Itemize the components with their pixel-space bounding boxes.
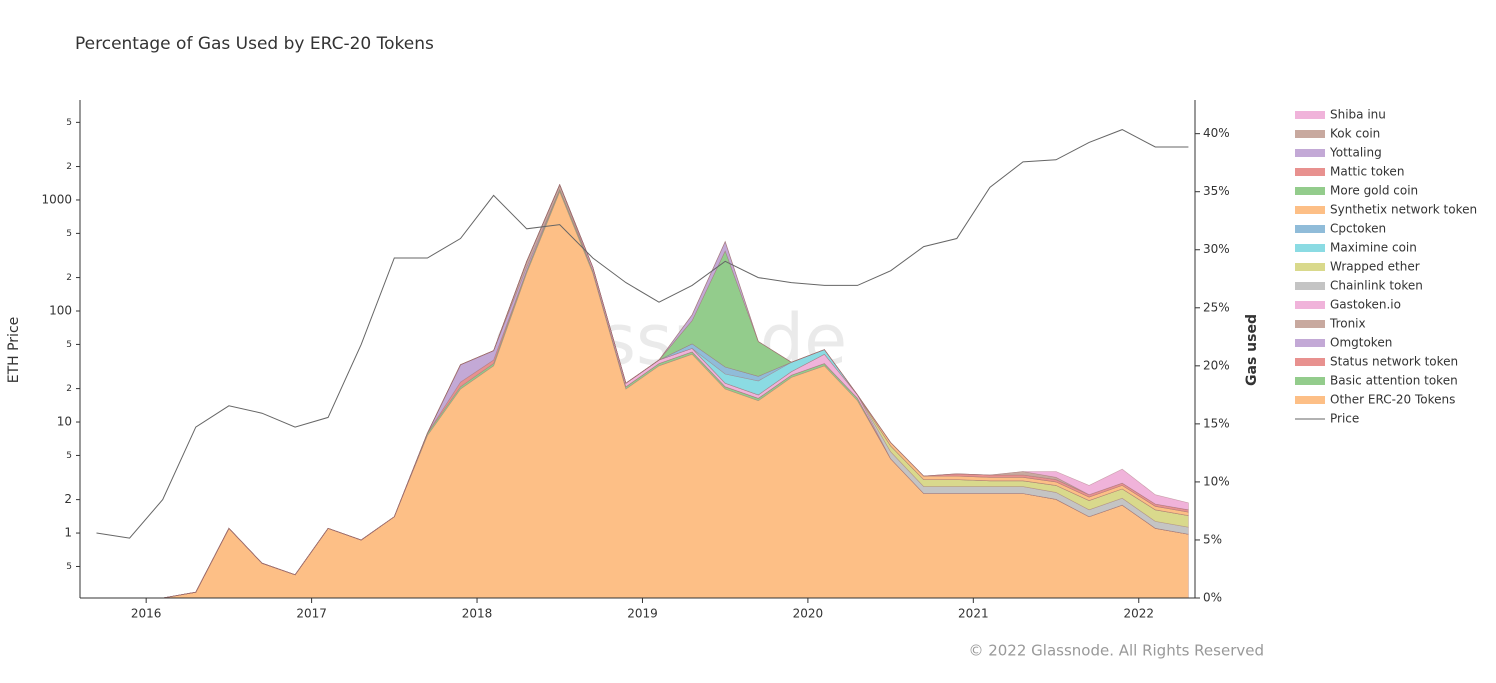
- legend-label: Cpctoken: [1330, 222, 1386, 236]
- legend-label: Status network token: [1330, 355, 1458, 369]
- chart-title: Percentage of Gas Used by ERC-20 Tokens: [75, 34, 434, 54]
- y2-axis-title: Gas used: [1244, 314, 1260, 386]
- y-tick-label: 2: [66, 384, 72, 394]
- legend-swatch: [1295, 282, 1325, 290]
- y-tick-label: 5: [66, 340, 72, 350]
- legend-swatch: [1295, 187, 1325, 195]
- area: [96, 190, 1189, 599]
- y-tick-label: 10: [57, 415, 72, 429]
- legend-swatch: [1295, 244, 1325, 252]
- legend-label: Omgtoken: [1330, 336, 1392, 350]
- legend-swatch: [1295, 301, 1325, 309]
- price-line: [96, 129, 1189, 539]
- legend-label: Basic attention token: [1330, 374, 1458, 388]
- y2-tick-label: 35%: [1203, 184, 1230, 198]
- legend-swatch: [1295, 111, 1325, 119]
- x-tick-label: 2017: [296, 607, 327, 621]
- legend-swatch: [1295, 149, 1325, 157]
- legend-label: Kok coin: [1330, 127, 1380, 141]
- y2-tick-label: 20%: [1203, 358, 1230, 372]
- y-tick-label: 2: [64, 492, 72, 506]
- x-tick-label: 2022: [1123, 607, 1154, 621]
- legend-swatch: [1295, 168, 1325, 176]
- legend-swatch: [1295, 320, 1325, 328]
- y2-tick-label: 40%: [1203, 126, 1230, 140]
- legend-label: Wrapped ether: [1330, 260, 1420, 274]
- area: [96, 183, 1189, 599]
- legend-label: Synthetix network token: [1330, 203, 1477, 217]
- y2-tick-label: 30%: [1203, 242, 1230, 256]
- y2-tick-label: 0%: [1203, 591, 1222, 605]
- legend-label: Tronix: [1329, 317, 1366, 331]
- y-tick-label: 100: [49, 303, 72, 317]
- footer: © 2022 Glassnode. All Rights Reserved: [968, 642, 1264, 660]
- y-tick-label: 2: [66, 162, 72, 172]
- y-tick-label: 1000: [41, 192, 72, 206]
- legend-swatch: [1295, 263, 1325, 271]
- x-tick-label: 2021: [958, 607, 989, 621]
- legend-label: Other ERC-20 Tokens: [1330, 393, 1455, 407]
- legend-label: Yottaling: [1329, 146, 1382, 160]
- y-tick-label: 1: [64, 526, 72, 540]
- x-tick-label: 2018: [462, 607, 493, 621]
- x-tick-label: 2019: [627, 607, 658, 621]
- legend-label: Shiba inu: [1330, 108, 1386, 122]
- legend-swatch: [1295, 225, 1325, 233]
- y-tick-label: 5: [66, 118, 72, 128]
- y-tick-label: 5: [66, 562, 72, 572]
- legend-swatch: [1295, 358, 1325, 366]
- legend-label: Mattic token: [1330, 165, 1404, 179]
- legend-label: Chainlink token: [1330, 279, 1423, 293]
- y2-tick-label: 5%: [1203, 532, 1222, 546]
- y2-tick-label: 15%: [1203, 416, 1230, 430]
- legend-label: Price: [1330, 412, 1359, 426]
- legend-swatch: [1295, 130, 1325, 138]
- legend-label: Maximine coin: [1330, 241, 1417, 255]
- legend-swatch: [1295, 339, 1325, 347]
- legend-swatch: [1295, 377, 1325, 385]
- y-tick-label: 5: [66, 451, 72, 461]
- x-tick-label: 2020: [793, 607, 824, 621]
- y2-tick-label: 10%: [1203, 474, 1230, 488]
- y-tick-label: 5: [66, 229, 72, 239]
- legend-label: More gold coin: [1330, 184, 1418, 198]
- y-axis-title: ETH Price: [6, 317, 22, 384]
- x-tick-label: 2016: [131, 607, 162, 621]
- legend-swatch: [1295, 206, 1325, 214]
- y-tick-label: 2: [66, 273, 72, 283]
- y2-tick-label: 25%: [1203, 300, 1230, 314]
- legend-swatch: [1295, 396, 1325, 404]
- legend-label: Gastoken.io: [1330, 298, 1401, 312]
